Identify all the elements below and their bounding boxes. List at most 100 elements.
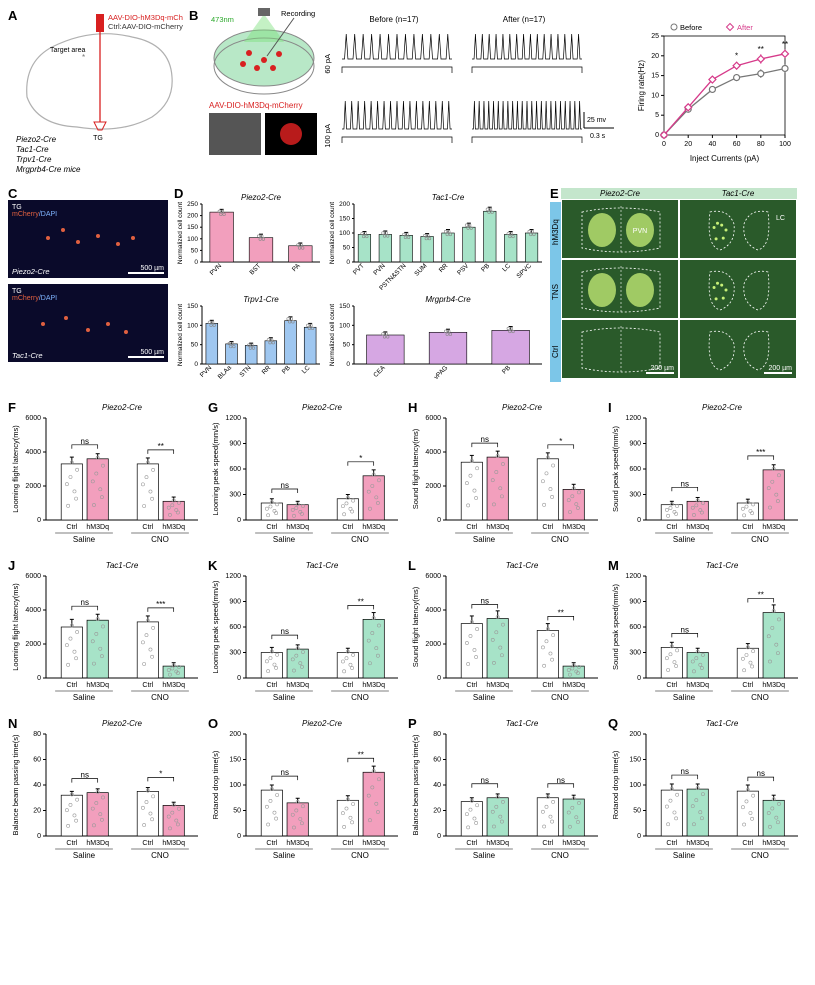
svg-text:1200: 1200 [225,573,241,580]
A-cre-1: Tac1-Cre [16,145,49,154]
svg-text:600: 600 [629,466,641,473]
svg-text:**: ** [358,750,364,759]
panel-B-label: B [189,8,198,23]
svg-text:Normalized cell count: Normalized cell count [177,202,184,264]
svg-text:0: 0 [346,361,350,368]
svg-text:Ctrl: Ctrl [542,682,553,689]
B-scale-x: 0.3 s [590,133,606,140]
svg-text:LC: LC [301,364,312,375]
svg-text:CNO: CNO [151,851,169,860]
svg-text:Before: Before [680,23,702,32]
svg-text:4000: 4000 [425,607,441,614]
svg-text:0: 0 [437,675,441,682]
svg-text:Ctrl: Ctrl [542,524,553,531]
svg-text:60: 60 [733,141,741,148]
svg-text:**: ** [358,597,364,606]
panel-H: HPiezo2-Cre0200040006000Sound flight lat… [408,400,602,550]
svg-text:PB: PB [480,262,491,273]
svg-text:Rotarod drop time(s): Rotarod drop time(s) [211,750,220,819]
svg-text:ns: ns [481,435,489,444]
svg-text:900: 900 [229,441,241,448]
svg-text:CNO: CNO [351,851,369,860]
E-col-0: Piezo2-Cre [561,188,679,199]
svg-text:Ctrl: Ctrl [142,840,153,847]
A-tg: TG [93,135,103,142]
svg-text:4000: 4000 [25,449,41,456]
svg-text:ns: ns [557,776,565,785]
svg-text:**: ** [558,608,564,617]
svg-text:900: 900 [629,441,641,448]
svg-text:0: 0 [194,259,198,266]
svg-text:Saline: Saline [273,535,296,544]
svg-text:6000: 6000 [425,573,441,580]
svg-text:0: 0 [237,517,241,524]
svg-text:Piezo2-Cre: Piezo2-Cre [102,719,143,728]
svg-text:hM3Dq: hM3Dq [762,682,785,689]
svg-text:60: 60 [433,757,441,764]
svg-text:CNO: CNO [551,851,569,860]
svg-text:50: 50 [343,342,351,349]
svg-text:Mrgprb4-Cre: Mrgprb4-Cre [425,295,471,304]
svg-text:0: 0 [37,517,41,524]
svg-text:300: 300 [629,492,641,499]
svg-text:LC: LC [776,215,785,222]
panel-E-label: E [550,186,559,201]
B-100: 100 pA [323,124,332,148]
svg-text:Looming flight latency(ms): Looming flight latency(ms) [11,425,20,513]
C-top-label: Piezo2-Cre [12,267,50,276]
svg-text:100: 100 [229,782,241,789]
svg-text:600: 600 [229,624,241,631]
svg-text:Piezo2-Cre: Piezo2-Cre [702,403,743,412]
svg-text:20: 20 [433,808,441,815]
svg-text:hM3Dq: hM3Dq [86,524,109,531]
svg-text:2000: 2000 [425,641,441,648]
svg-text:Ctrl: Ctrl [666,682,677,689]
svg-text:1200: 1200 [225,415,241,422]
svg-text:Ctrl: Ctrl [342,840,353,847]
panel-E: E hM3Dq TNS Ctrl Piezo2-Cre Tac1-Cre PVN… [550,186,805,392]
svg-text:Piezo2-Cre: Piezo2-Cre [241,193,282,202]
svg-text:STN: STN [238,364,252,378]
svg-text:Piezo2-Cre: Piezo2-Cre [502,403,543,412]
C-scale: 500 µm [128,265,164,274]
C-tg: TG [12,204,22,211]
svg-text:Ctrl: Ctrl [666,840,677,847]
A-cre-3: Mrgprb4-Cre mice [16,165,81,174]
panel-P: PTac1-Cre020406080Balance beam passing t… [408,716,602,866]
svg-text:Saline: Saline [73,535,96,544]
svg-text:Looming flight latency(ms): Looming flight latency(ms) [11,583,20,671]
svg-text:Saline: Saline [73,851,96,860]
panel-O: OPiezo2-Cre050100150200Rotarod drop time… [208,716,402,866]
svg-text:hM3Dq: hM3Dq [762,840,785,847]
svg-text:40: 40 [709,141,717,148]
svg-text:250: 250 [187,201,198,208]
svg-text:CNO: CNO [151,535,169,544]
svg-text:Rotarod drop time(s): Rotarod drop time(s) [611,750,620,819]
svg-text:100: 100 [187,322,198,329]
svg-text:**: ** [758,45,764,54]
A-virus: AAV-DIO-hM3Dq-mCherry [108,13,183,22]
svg-text:hM3Dq: hM3Dq [286,682,309,689]
svg-text:2000: 2000 [425,483,441,490]
svg-text:Tac1-Cre: Tac1-Cre [706,719,739,728]
svg-text:ns: ns [81,437,89,446]
svg-text:Looming peak speed(mm/s): Looming peak speed(mm/s) [211,580,220,673]
svg-text:150: 150 [187,303,198,310]
svg-text:Saline: Saline [73,693,96,702]
svg-text:Balance beam passing time(s): Balance beam passing time(s) [411,734,420,835]
svg-text:hM3Dq: hM3Dq [286,840,309,847]
svg-text:900: 900 [229,599,241,606]
panel-D: D Piezo2-Cre050100150200250Normalized ce… [174,186,544,392]
svg-text:PVN: PVN [372,262,387,277]
svg-text:PB: PB [501,364,512,375]
panel-A-label: A [8,8,17,23]
B-after: After (n=17) [503,15,546,24]
svg-text:CNO: CNO [551,535,569,544]
svg-text:150: 150 [629,757,641,764]
svg-text:100: 100 [779,141,791,148]
svg-text:20: 20 [684,141,692,148]
svg-text:300: 300 [229,492,241,499]
svg-text:0: 0 [437,517,441,524]
svg-text:PVN: PVN [633,228,647,235]
svg-text:200: 200 [629,731,641,738]
